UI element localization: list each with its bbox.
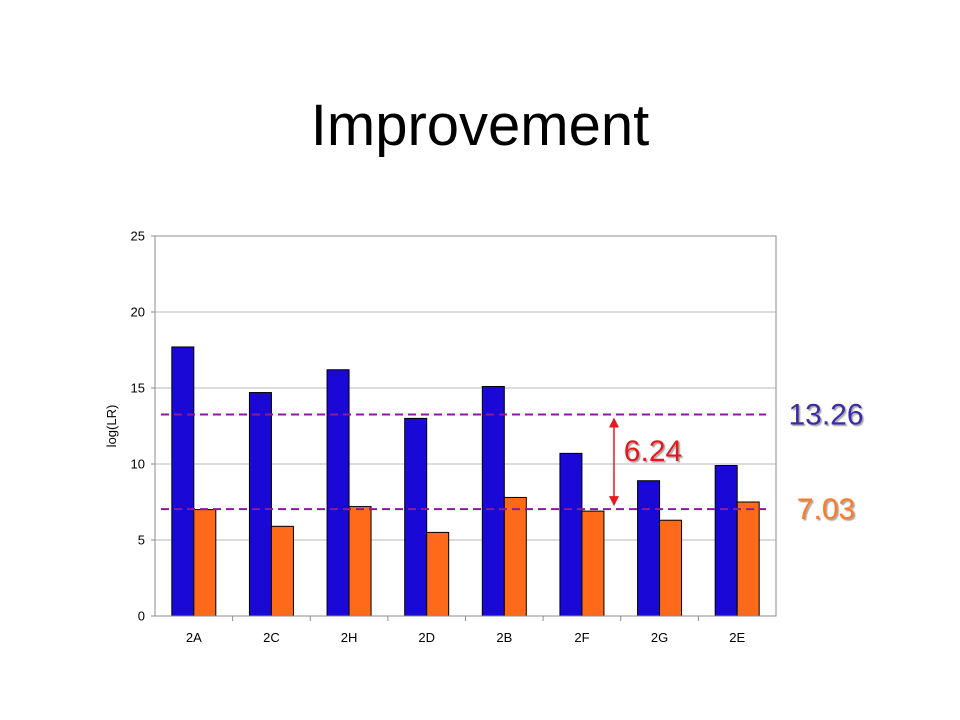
x-tick-label: 2B xyxy=(496,630,512,645)
x-tick-label: 2E xyxy=(729,630,745,645)
x-tick-label: 2H xyxy=(341,630,358,645)
bars xyxy=(171,346,760,617)
y-tick-label: 0 xyxy=(138,609,145,624)
bar-2c-series-2 xyxy=(270,525,294,617)
bar-2a-series-1 xyxy=(171,346,195,617)
bar-2h-series-2 xyxy=(348,506,372,617)
tick-labels: 0 5 10 15 20 25 2A 2C 2H 2D 2B 2F 2G 2E xyxy=(131,229,746,646)
y-tick-label: 15 xyxy=(131,381,145,396)
x-tick-label: 2C xyxy=(263,630,280,645)
difference-arrow-head-top xyxy=(609,417,619,428)
x-tick-label: 2A xyxy=(186,630,202,645)
bar-2g-series-2 xyxy=(659,519,683,617)
y-tick-label: 25 xyxy=(131,229,145,244)
bar-2b-series-1 xyxy=(481,385,505,617)
y-tick-label: 20 xyxy=(131,305,145,320)
bar-2h-series-1 xyxy=(326,369,350,617)
x-tick-label: 2D xyxy=(418,630,435,645)
plot-frame xyxy=(154,235,777,617)
bar-2d-series-2 xyxy=(426,531,450,617)
bar-2e-series-2 xyxy=(736,501,760,617)
bar-2d-series-1 xyxy=(404,417,428,617)
reference-lines: 13.26 7.03 xyxy=(161,398,864,526)
bar-2g-series-1 xyxy=(637,480,661,617)
annotations: 6.24 xyxy=(609,417,682,507)
slide-title: Improvement xyxy=(310,93,650,158)
reference-label-1: 13.26 xyxy=(788,398,863,431)
reference-label-2: 7.03 xyxy=(797,493,855,526)
bar-2b-series-2 xyxy=(503,496,527,617)
bar-2c-series-1 xyxy=(248,392,272,617)
x-tick-label: 2G xyxy=(651,630,668,645)
difference-arrow-head-bottom xyxy=(609,496,619,507)
bar-2a-series-2 xyxy=(193,509,217,617)
y-tick-label: 10 xyxy=(131,457,145,472)
bar-2e-series-1 xyxy=(714,465,738,617)
x-tick-label: 2F xyxy=(574,630,589,645)
y-axis-title: log(LR) xyxy=(104,405,119,448)
grid-lines xyxy=(155,235,776,541)
difference-label: 6.24 xyxy=(624,435,682,468)
bar-2f-series-1 xyxy=(559,452,583,617)
y-tick-label: 5 xyxy=(138,533,145,548)
bar-2f-series-2 xyxy=(581,510,605,617)
